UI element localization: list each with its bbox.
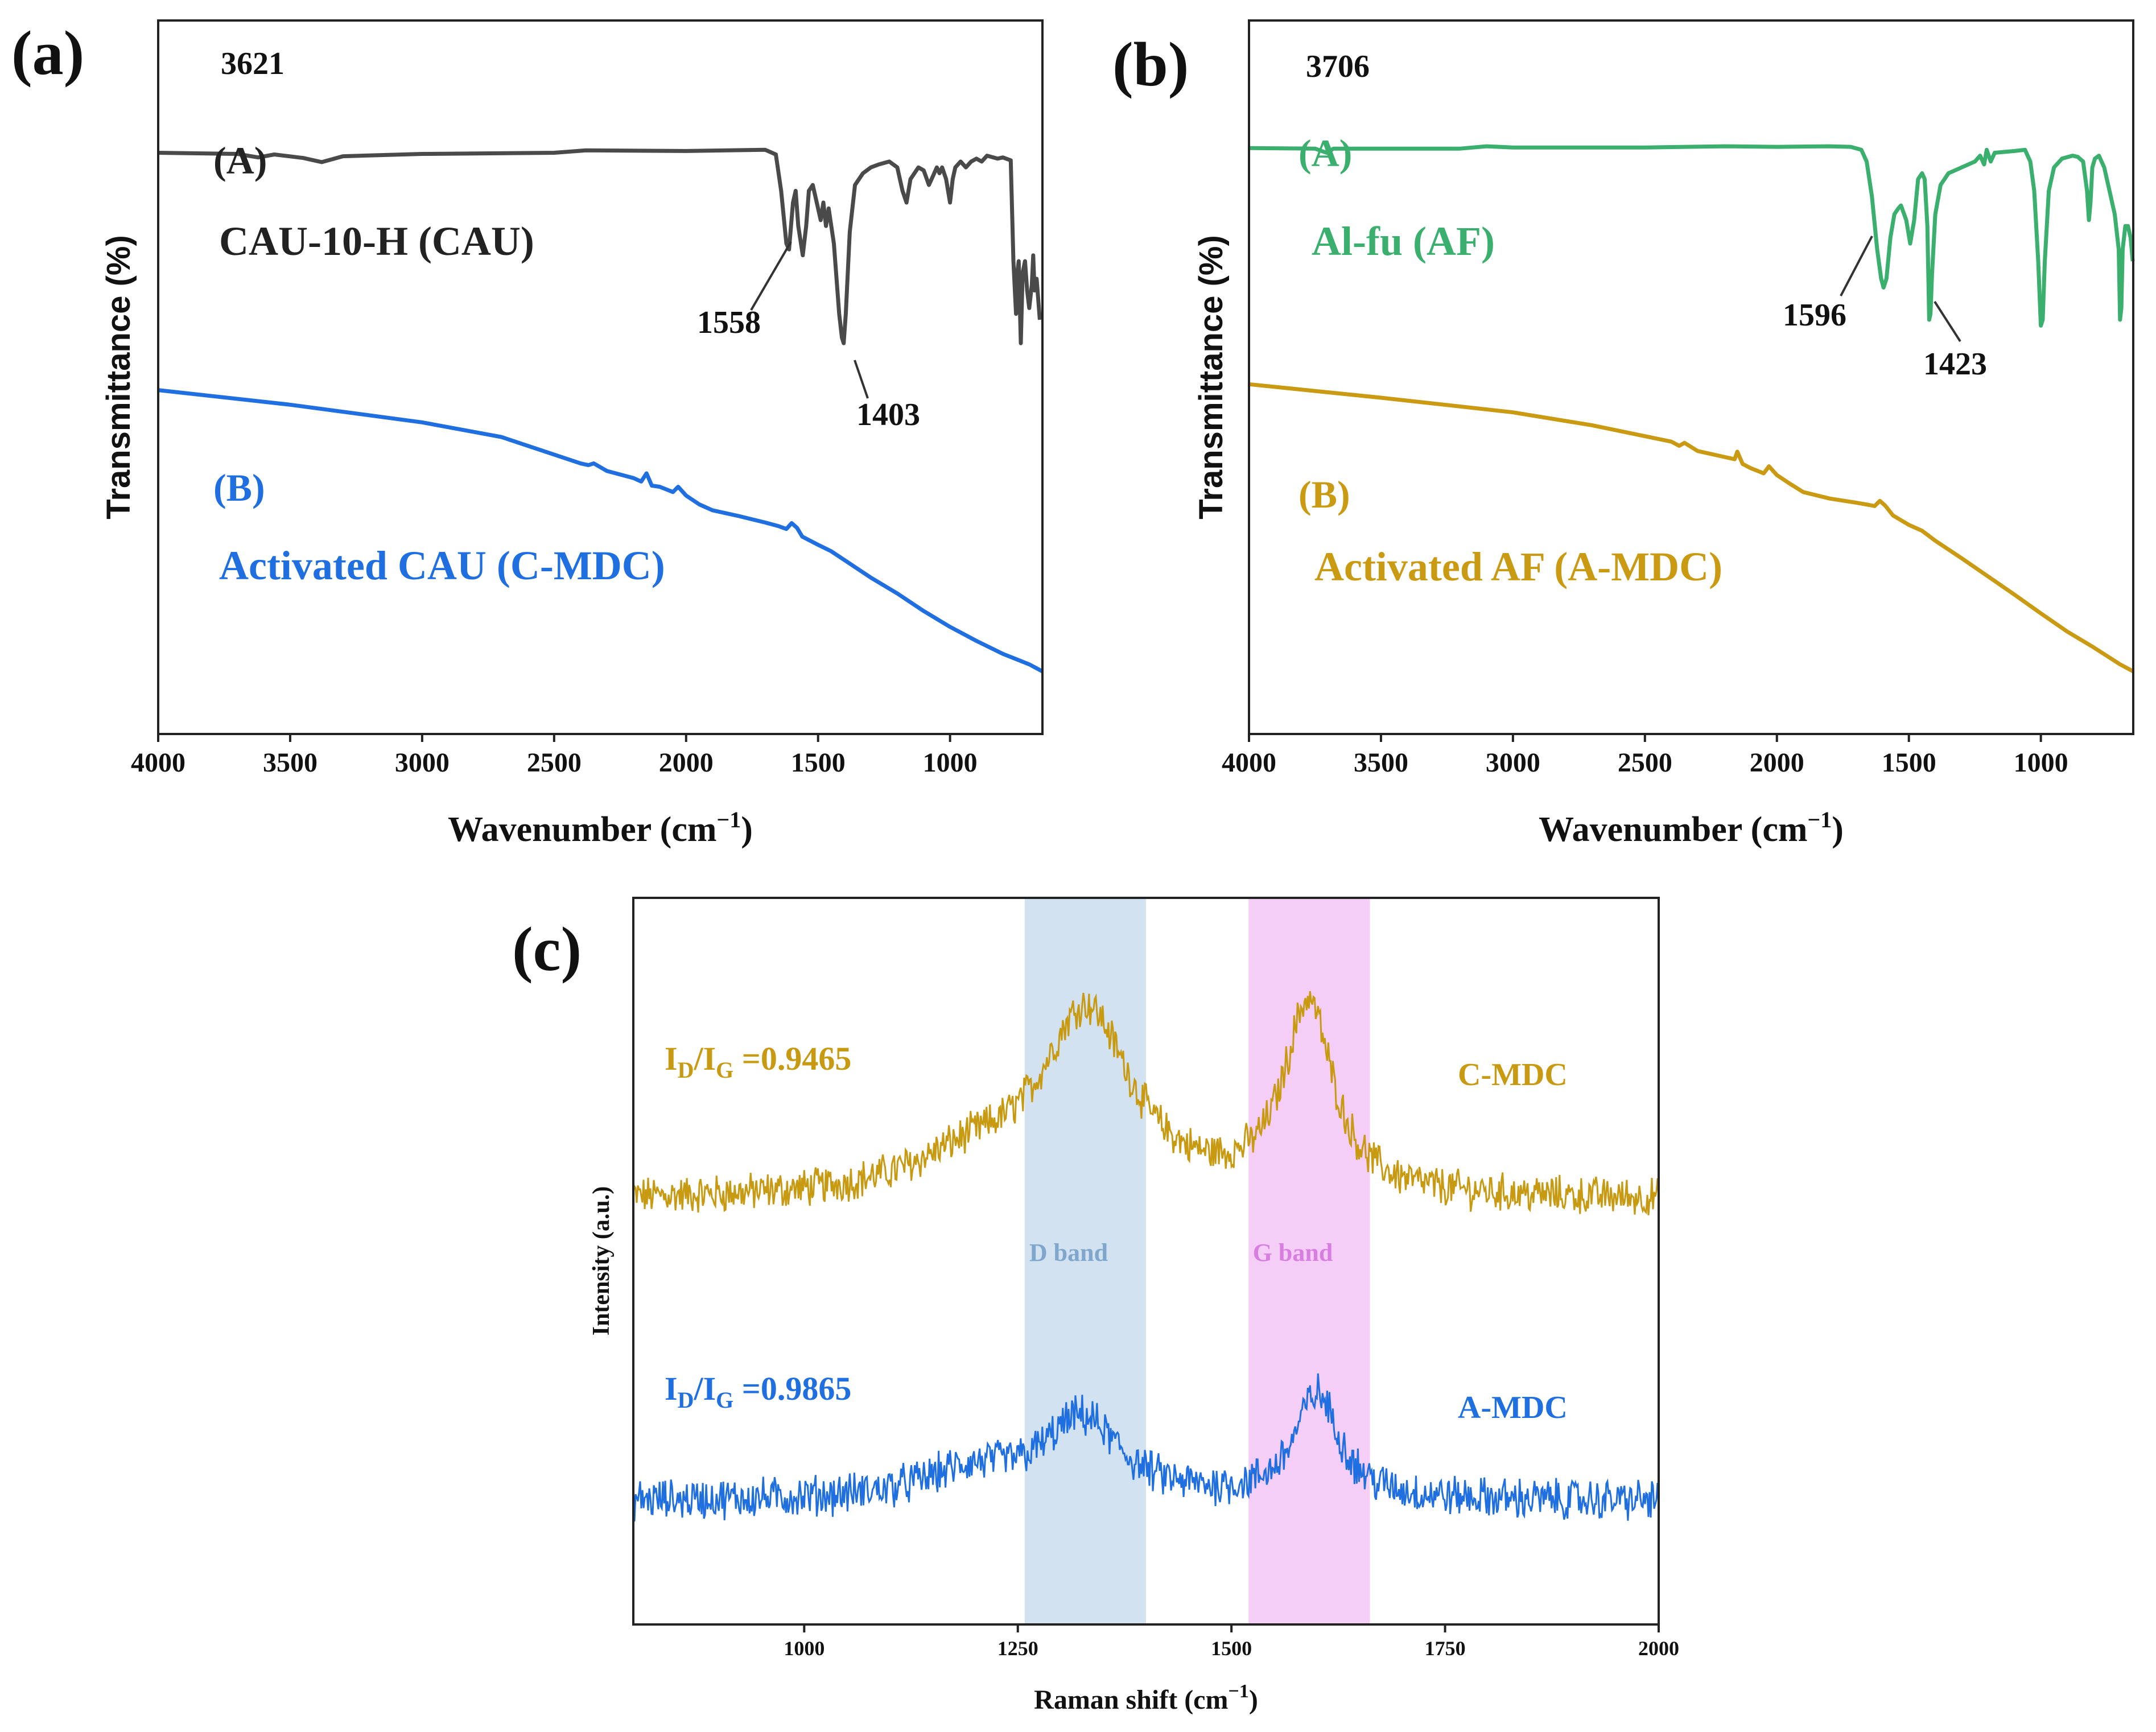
series-label-raman-a-mdc: A-MDC [1458,1390,1568,1425]
panel-c-bands [1024,898,1370,1624]
series-line-cau [158,147,1042,345]
x-tick-label: 3500 [1354,748,1408,778]
panel-a-xlabel-close: ) [741,810,753,849]
panel-a-plot-frame [157,19,1044,735]
panel-b: (b) 4000 3500 3000 2500 2000 1500 1000 3706 15… [1112,19,2135,849]
x-tick-label: 1000 [923,748,978,778]
ratio-a-sub-g: G [716,1387,733,1413]
panel-c-xlabel-close: ) [1249,1685,1258,1715]
series-tag-c-mdc: (B) [213,466,265,509]
panel-b-x-axis-label: Wavenumber (cm−1) [1539,807,1844,849]
panel-b-label: (b) [1112,30,1189,99]
x-tick-label: 1000 [784,1637,825,1660]
x-tick-label: 3500 [263,748,318,778]
panel-a-y-axis-label: Transmittance (%) [100,235,137,519]
band-region-g [1248,898,1370,1624]
series-line-c_mdc_ir [158,388,1044,674]
panel-c-ticks: 1000 1250 1500 1750 2000 [784,1624,1679,1660]
panel-b-xlabel-close: ) [1832,810,1844,849]
g-band-label: G band [1253,1239,1333,1267]
ratio-c-slash: /I [693,1040,716,1077]
panel-c-plot-frame [632,897,1660,1626]
annotation-3621: 3621 [221,46,285,81]
annotation-3706: 3706 [1306,49,1370,84]
panel-c-xlabel-sup: −1 [1228,1681,1248,1702]
annotation-leader-1403 [854,360,869,399]
series-tag-cau: (A) [213,139,267,182]
panel-b-xlabel-sup: −1 [1807,807,1832,832]
x-tick-label: 2000 [1638,1637,1679,1660]
ratio-c-sub-d: D [678,1057,694,1083]
annotation-leader-1423 [1934,300,1961,343]
ratio-c-value: =0.9465 [733,1040,851,1077]
x-tick-label: 2000 [1750,748,1804,778]
x-tick-label: 2500 [1618,748,1672,778]
annotation-1558: 1558 [697,305,761,340]
x-tick-label: 4000 [131,748,185,778]
ratio-a-sub-d: D [678,1387,694,1413]
panel-b-ticks: 4000 3500 3000 2500 2000 1500 1000 [1222,734,2068,778]
x-tick-label: 2500 [527,748,582,778]
panel-b-plot-frame [1248,19,2134,735]
annotation-1596: 1596 [1783,298,1846,333]
x-tick-label: 1250 [997,1637,1038,1660]
panel-a-ticks: 4000 3500 3000 2500 2000 1500 1000 [131,734,978,778]
series-tag-af: (A) [1298,131,1352,175]
panel-c-label: (c) [512,914,582,984]
series-label-af: Al-fu (AF) [1312,218,1495,264]
panel-b-xlabel-text: Wavenumber (cm [1539,810,1807,849]
panel-c-y-axis-label: Intensity (a.u.) [588,1186,615,1336]
panel-c-lines [632,991,1660,1521]
panel-b-lines [1248,144,2135,674]
series-label-c-mdc: Activated CAU (C-MDC) [219,543,665,588]
panel-a-x-axis-label: Wavenumber (cm−1) [448,807,753,849]
annotation-leader-1558 [750,241,792,311]
raman-line-c-mdc [632,991,1660,1215]
panel-a-xlabel-sup: −1 [716,807,741,832]
x-tick-label: 1500 [1882,748,1936,778]
x-tick-label: 3000 [395,748,450,778]
x-tick-label: 4000 [1222,748,1276,778]
series-label-a-mdc: Activated AF (A-MDC) [1314,544,1722,589]
x-tick-label: 1500 [791,748,846,778]
annotation-1403: 1403 [856,397,920,432]
ratio-a-value: =0.9865 [733,1370,851,1407]
panel-c-xlabel-text: Raman shift (cm [1034,1685,1228,1715]
x-tick-label: 2000 [659,748,714,778]
ratio-label-c-mdc: ID/IG =0.9465 [665,1040,851,1083]
ratio-c-sub-g: G [716,1057,733,1083]
panel-c: (c) 1000 1250 1500 1750 2000 D band G band I… [512,897,1679,1715]
panel-a-lines [158,147,1044,674]
ratio-a-i: I [665,1370,678,1407]
x-tick-label: 1000 [2014,748,2068,778]
annotation-1423: 1423 [1923,347,1987,382]
x-tick-label: 3000 [1486,748,1540,778]
series-label-cau: CAU-10-H (CAU) [219,218,534,264]
panel-b-y-axis-label: Transmittance (%) [1193,235,1230,519]
panel-a: (a) 4000 3500 3000 2500 2000 1500 1000 3621 15… [11,18,1044,849]
series-tag-a-mdc: (B) [1298,473,1350,516]
series-line-af [1248,144,2135,328]
panel-a-label: (a) [11,18,84,88]
d-band-label: D band [1029,1239,1108,1267]
band-region-d [1024,898,1146,1624]
annotation-leader-1596 [1840,236,1873,296]
ratio-label-a-mdc: ID/IG =0.9865 [665,1370,851,1413]
panel-c-x-axis-label: Raman shift (cm−1) [1034,1681,1258,1715]
ratio-a-slash: /I [693,1370,716,1407]
ratio-c-i: I [665,1040,678,1077]
x-tick-label: 1500 [1211,1637,1252,1660]
raman-line-a-mdc [632,1373,1660,1521]
panel-a-xlabel-text: Wavenumber (cm [448,810,716,849]
series-line-a_mdc_ir [1248,382,2134,674]
x-tick-label: 1750 [1425,1637,1466,1660]
series-label-raman-c-mdc: C-MDC [1458,1057,1568,1092]
